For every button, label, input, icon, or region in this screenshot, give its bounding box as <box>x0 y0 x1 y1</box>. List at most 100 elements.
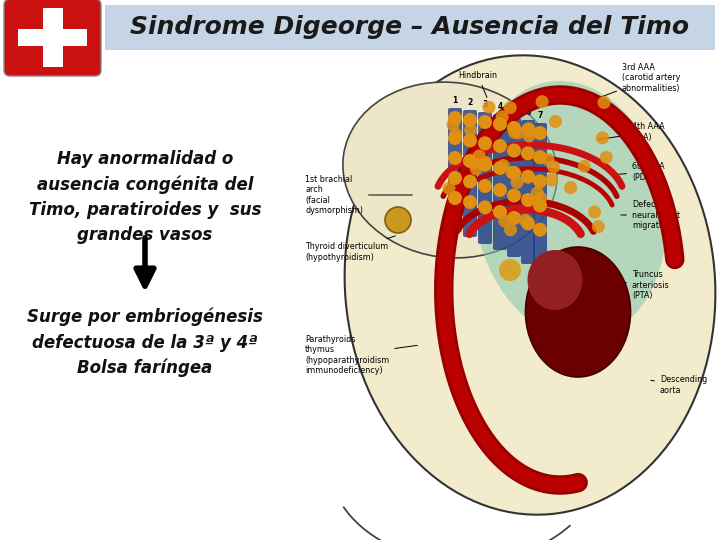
Circle shape <box>533 126 547 140</box>
Circle shape <box>521 217 535 231</box>
FancyBboxPatch shape <box>521 120 535 264</box>
Circle shape <box>545 173 558 186</box>
Ellipse shape <box>345 55 716 515</box>
Circle shape <box>478 115 492 129</box>
Circle shape <box>518 214 531 227</box>
FancyBboxPatch shape <box>533 123 547 272</box>
Circle shape <box>499 259 521 281</box>
Text: 1: 1 <box>452 96 458 105</box>
Text: 1st brachial
arch
(facial
dysmorphism): 1st brachial arch (facial dysmorphism) <box>305 175 413 215</box>
Circle shape <box>507 211 521 225</box>
Circle shape <box>596 131 609 144</box>
Text: 6th AAA
(PDA): 6th AAA (PDA) <box>611 163 665 181</box>
Text: 6: 6 <box>526 108 531 117</box>
Circle shape <box>493 205 507 219</box>
Circle shape <box>588 206 601 219</box>
Text: Descending
aorta: Descending aorta <box>651 375 707 395</box>
Circle shape <box>511 126 525 139</box>
Circle shape <box>495 110 509 123</box>
Text: 7: 7 <box>537 111 543 120</box>
Circle shape <box>564 181 577 194</box>
Circle shape <box>443 182 456 195</box>
Circle shape <box>468 157 482 170</box>
Circle shape <box>577 160 590 173</box>
Text: 3rd AAA
(carotid artery
abnormalities): 3rd AAA (carotid artery abnormalities) <box>582 63 680 104</box>
Circle shape <box>464 124 477 137</box>
Circle shape <box>498 214 511 227</box>
Circle shape <box>449 128 462 141</box>
Circle shape <box>469 163 483 176</box>
Circle shape <box>533 150 547 164</box>
Ellipse shape <box>474 81 666 339</box>
Text: Defective
neural crest
migration: Defective neural crest migration <box>621 200 680 230</box>
Circle shape <box>463 174 477 188</box>
Circle shape <box>533 222 547 237</box>
Circle shape <box>523 122 536 135</box>
Circle shape <box>521 170 535 184</box>
Text: Hay anormalidad o
ausencia congénita del
Timo, paratiroides y  sus
grandes vasos: Hay anormalidad o ausencia congénita del… <box>29 150 261 244</box>
Text: Thyroid diverticulum
(hypothyroidism): Thyroid diverticulum (hypothyroidism) <box>305 236 395 262</box>
Circle shape <box>463 195 477 209</box>
Circle shape <box>534 192 547 205</box>
Circle shape <box>448 111 462 125</box>
Circle shape <box>493 161 507 175</box>
Circle shape <box>598 96 611 109</box>
Text: 4th AAA
(IAA): 4th AAA (IAA) <box>598 122 665 141</box>
Circle shape <box>521 193 535 207</box>
Circle shape <box>505 166 518 179</box>
Circle shape <box>493 183 507 197</box>
Circle shape <box>547 160 560 173</box>
Text: 5: 5 <box>511 106 516 115</box>
Text: Hindbrain: Hindbrain <box>459 71 498 97</box>
Circle shape <box>478 200 492 214</box>
Circle shape <box>478 136 492 150</box>
Text: 3: 3 <box>482 100 487 109</box>
Circle shape <box>536 95 549 108</box>
Text: Sindrome Digeorge – Ausencia del Timo: Sindrome Digeorge – Ausencia del Timo <box>130 15 690 39</box>
Circle shape <box>521 123 535 137</box>
Ellipse shape <box>526 247 631 377</box>
Circle shape <box>507 166 521 180</box>
Circle shape <box>493 117 507 131</box>
FancyBboxPatch shape <box>493 114 507 250</box>
Circle shape <box>510 176 523 189</box>
Ellipse shape <box>528 250 582 310</box>
Text: Truncus
arteriosis
(PTA): Truncus arteriosis (PTA) <box>623 270 670 300</box>
Circle shape <box>507 144 521 158</box>
Circle shape <box>549 115 562 128</box>
Circle shape <box>507 188 521 202</box>
Circle shape <box>600 151 613 164</box>
FancyBboxPatch shape <box>478 112 492 244</box>
Circle shape <box>446 118 459 131</box>
Ellipse shape <box>343 82 557 258</box>
Circle shape <box>448 131 462 145</box>
FancyBboxPatch shape <box>448 108 462 232</box>
Circle shape <box>493 139 507 153</box>
Text: 4: 4 <box>498 102 503 111</box>
Circle shape <box>504 224 517 237</box>
FancyBboxPatch shape <box>105 5 715 50</box>
Circle shape <box>385 207 411 233</box>
Circle shape <box>472 150 486 163</box>
FancyBboxPatch shape <box>463 110 477 237</box>
Circle shape <box>479 156 492 169</box>
Circle shape <box>448 171 462 185</box>
Circle shape <box>533 199 547 213</box>
FancyBboxPatch shape <box>18 29 87 46</box>
FancyBboxPatch shape <box>507 118 521 257</box>
Text: 2: 2 <box>467 98 472 107</box>
FancyBboxPatch shape <box>4 0 101 76</box>
Circle shape <box>482 100 495 114</box>
Circle shape <box>533 174 547 188</box>
Circle shape <box>521 146 535 160</box>
Circle shape <box>504 101 517 114</box>
Circle shape <box>448 151 462 165</box>
Circle shape <box>531 186 544 199</box>
Circle shape <box>508 126 521 139</box>
FancyBboxPatch shape <box>43 8 63 67</box>
Circle shape <box>463 113 477 127</box>
Circle shape <box>497 159 510 172</box>
Circle shape <box>523 130 536 143</box>
Circle shape <box>541 153 554 166</box>
Text: Surge por embriogénesis
defectuosa de la 3ª y 4ª
Bolsa faríngea: Surge por embriogénesis defectuosa de la… <box>27 308 263 377</box>
